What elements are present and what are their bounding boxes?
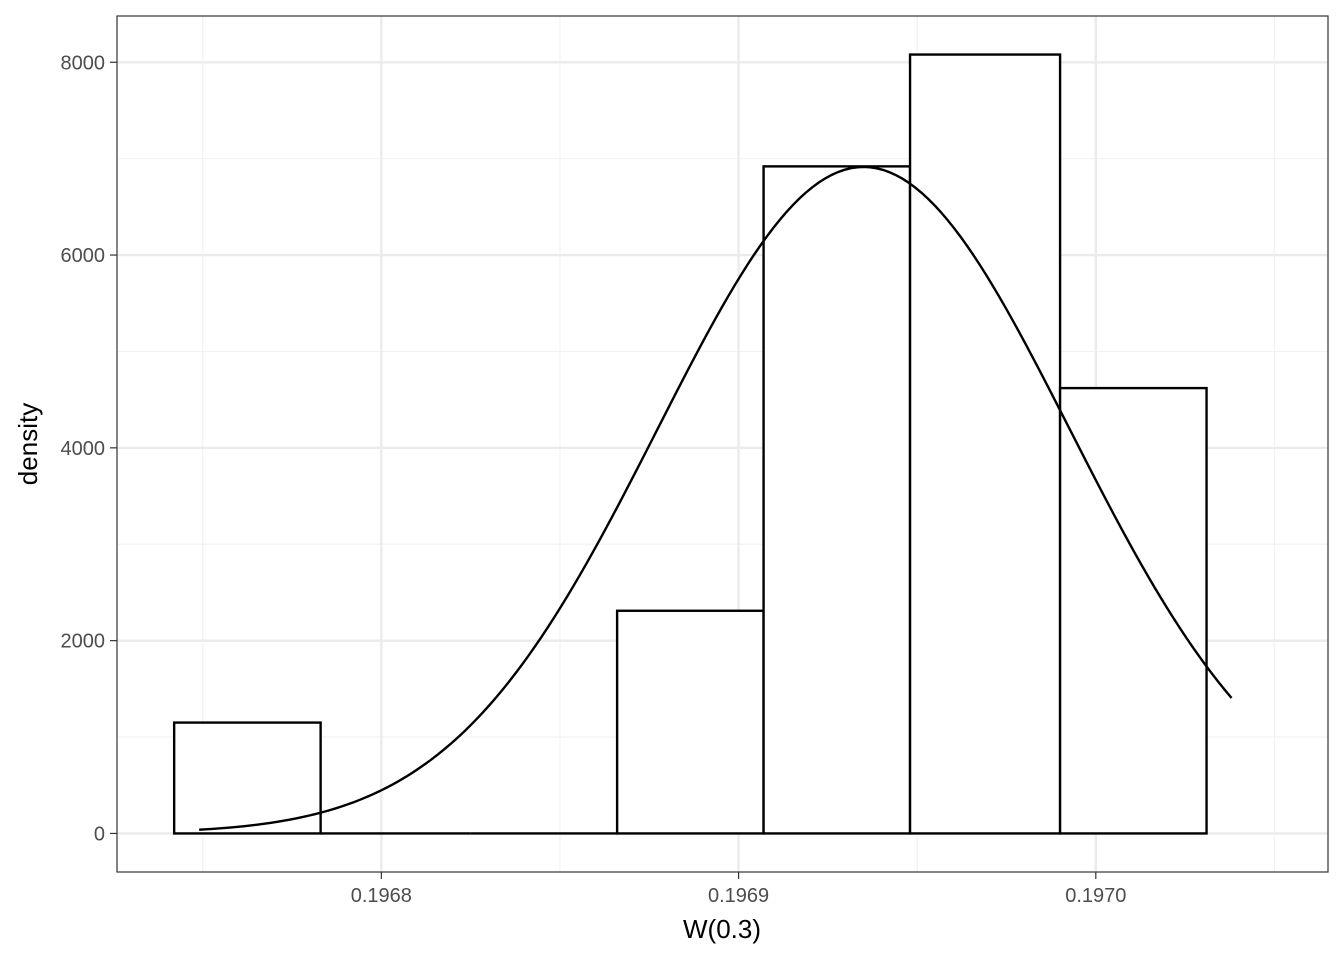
y-tick-label: 2000 xyxy=(61,631,106,653)
y-axis: 0 2000 4000 6000 8000 xyxy=(61,52,117,845)
density-curve-group xyxy=(199,165,1233,831)
x-tick-label: 0.1970 xyxy=(1065,885,1126,907)
y-tick-label: 0 xyxy=(94,823,105,845)
histogram-bars xyxy=(172,53,1208,835)
y-tick-label: 6000 xyxy=(61,245,106,267)
y-axis-title: density xyxy=(13,403,43,485)
plot-panel-border xyxy=(116,15,1329,873)
x-axis-title: W(0.3) xyxy=(683,914,761,944)
x-axis: 0.1968 0.1969 0.1970 xyxy=(351,872,1126,907)
histogram-bar xyxy=(908,53,1062,835)
density-curve xyxy=(199,165,1233,831)
y-tick-label: 8000 xyxy=(61,52,106,74)
histogram-bar xyxy=(172,721,322,835)
histogram-bar xyxy=(615,609,765,835)
histogram-bar xyxy=(1058,386,1208,835)
x-tick-label: 0.1969 xyxy=(708,885,769,907)
histogram-bar xyxy=(762,165,912,835)
y-tick-label: 4000 xyxy=(61,438,106,460)
x-tick-label: 0.1968 xyxy=(351,885,412,907)
